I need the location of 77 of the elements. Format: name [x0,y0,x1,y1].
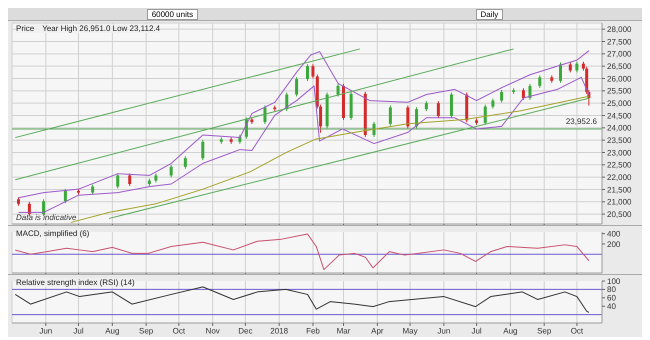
candlestick [128,172,132,186]
x-tick-label: Sep [537,326,552,336]
text: 60000 units [146,8,198,20]
y-tick-label: 27,500 [607,37,632,46]
candlestick [406,104,410,129]
candlestick [91,184,94,196]
chart-subtitle: Year High 26,951.0 Low 23,112.4 [42,24,160,33]
candlestick [575,61,578,73]
x-tick-label: Mar [336,326,351,336]
x-tick-label: May [402,326,418,336]
x-tick-label: Jun [39,326,52,336]
x-tick-label: Aug [105,326,120,336]
y-tick-label: 80 [607,285,616,294]
candlestick [528,83,532,100]
ref-line-label: 23,952.6 [566,116,598,126]
y-tick-label: 28,000 [607,25,632,34]
x-tick-label: 2018 [270,326,289,336]
candlestick [201,139,204,161]
y-tick-label: 26,000 [607,74,632,84]
y-tick-label: 25,000 [607,98,632,108]
x-tick-label: Jun [437,326,450,336]
text: Daily [476,8,504,20]
candlestick [559,62,562,84]
y-tick-label: 26,500 [607,62,632,71]
y-tick-label: 21,000 [607,198,632,207]
y-tick-label: 100 [607,276,621,286]
annotation: Data is indicative [16,213,76,222]
candlestick [388,104,392,126]
chart-title: MACD, simplified (6) [16,229,90,238]
x-tick-label: Oct [570,326,584,336]
y-tick-label: 200 [607,240,621,249]
y-tick-label: 40 [607,302,616,312]
candlestick [170,164,173,178]
candlestick [295,76,298,97]
x-tick-label: Feb [306,326,320,336]
candlestick [538,74,542,88]
y-tick-label: 23,500 [607,136,632,145]
candlestick [154,172,158,184]
y-tick-label: 21,500 [607,185,632,194]
x-tick-label: Dec [238,326,252,336]
candlestick [424,100,428,112]
y-tick-label: 25,500 [607,86,632,96]
x-tick-label: Jul [73,326,84,336]
candlestick [484,104,487,126]
chart-title: Price [16,24,34,33]
candlestick [116,172,120,190]
y-tick-label: 27,000 [607,50,632,59]
candlestick [238,134,242,144]
y-tick-label: 24,000 [607,124,632,133]
x-tick-label: Nov [206,326,220,336]
y-tick-label: 23,000 [607,148,632,158]
candlestick [450,92,453,119]
y-tick-label: 22,000 [607,172,632,182]
x-tick-label: Jul [471,326,482,336]
candlestick [184,156,187,170]
candlestick [522,88,525,100]
candlestick [436,100,440,119]
y-tick-label: 60 [607,294,616,303]
x-tick-label: Aug [503,326,518,336]
y-tick-label: 20,500 [607,210,632,219]
line-series [14,286,590,313]
candlestick [568,62,572,73]
candlestick [500,89,504,104]
candlestick [415,106,418,129]
candlestick [491,98,494,110]
y-tick-label: 24,500 [607,111,632,120]
x-tick-label: Sep [139,326,154,336]
x-tick-label: Apr [371,326,384,336]
candlestick [306,64,309,82]
y-tick-label: 400 [607,230,621,239]
x-tick-label: Oct [172,326,186,336]
candlestick [64,188,67,204]
candlestick [336,83,340,97]
candlestick [263,104,266,125]
y-tick-label: 22,500 [607,160,632,170]
candlestick [311,64,314,79]
chart-title: Relative strength index (RSI) (14) [16,278,135,287]
